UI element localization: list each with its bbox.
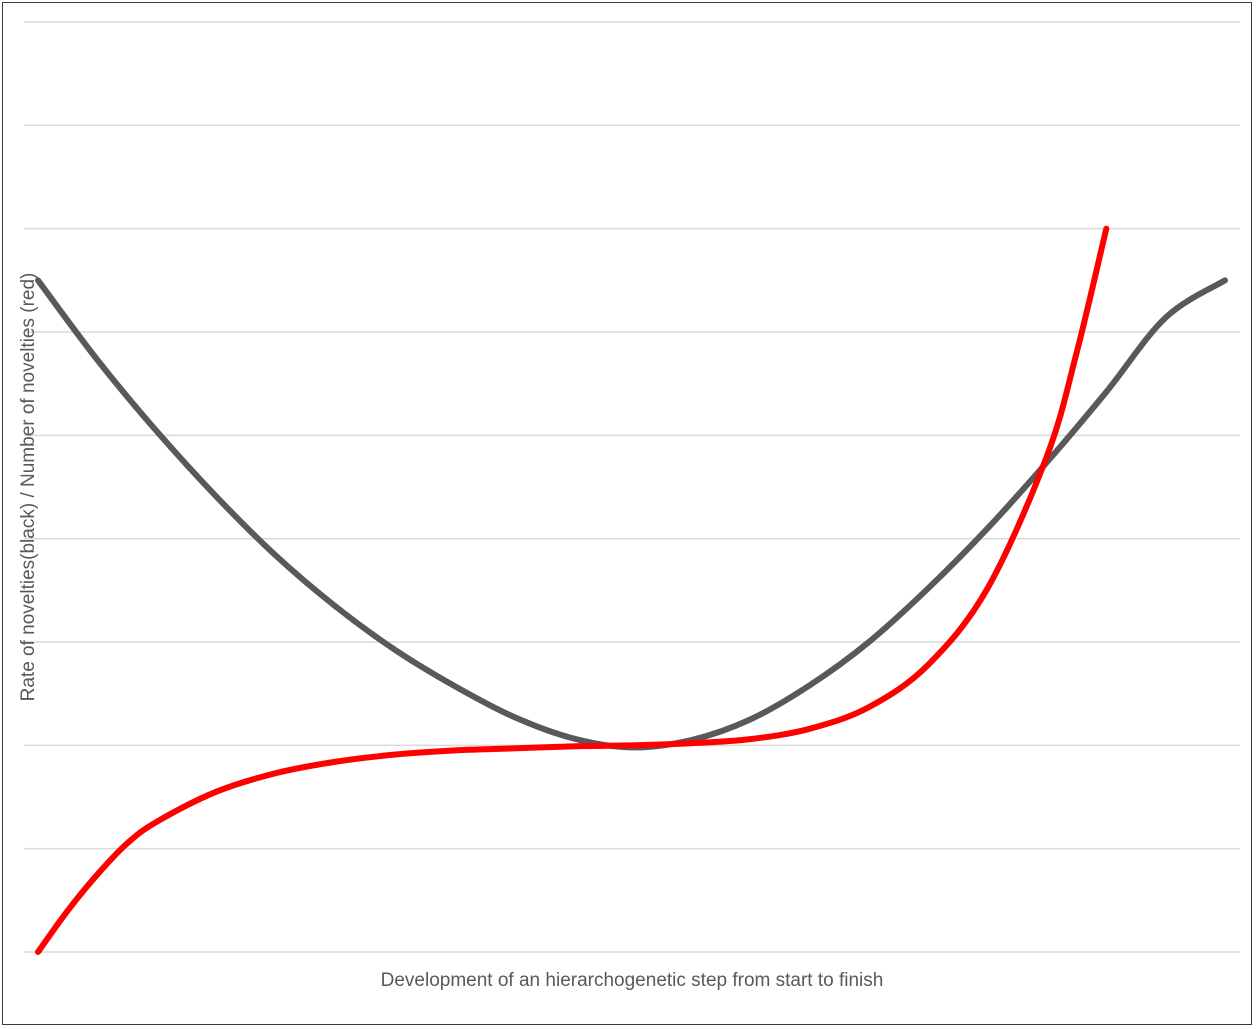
series-black-line	[35, 277, 1228, 751]
y-axis-label: Rate of novelties(black) / Number of nov…	[18, 273, 39, 702]
x-axis-label: Development of an hierarchogenetic step …	[381, 970, 884, 991]
gridlines	[24, 21, 1240, 953]
series-group	[35, 225, 1228, 955]
series-red-line	[35, 225, 1110, 955]
